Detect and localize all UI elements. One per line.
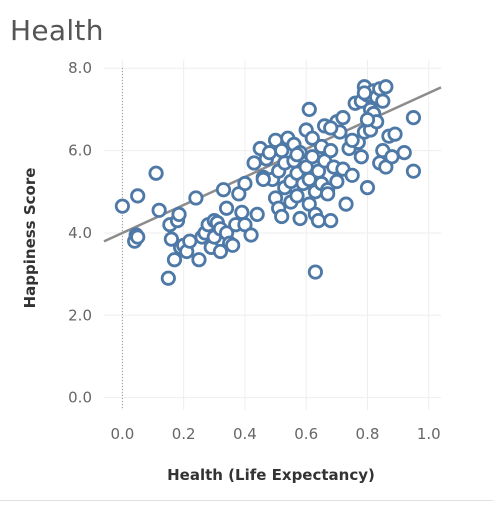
scatter-point-88[interactable]: [335, 110, 351, 126]
scatter-point-16[interactable]: [182, 233, 198, 249]
chart-title: Health: [10, 14, 104, 47]
scatter-point-110[interactable]: [375, 93, 391, 109]
y-tick-label-4: 8.0: [68, 59, 92, 77]
scatter-point-27[interactable]: [212, 243, 229, 260]
scatter-point-117[interactable]: [405, 110, 422, 126]
scatter-point-0[interactable]: [114, 198, 130, 214]
scatter-point-28[interactable]: [215, 182, 232, 198]
scatter-point-50[interactable]: [274, 208, 290, 225]
scatter-point-83[interactable]: [323, 142, 339, 159]
scatter-point-121[interactable]: [344, 132, 360, 148]
scatter-point-12[interactable]: [171, 206, 187, 223]
x-tick-label-0: 0.0: [110, 425, 134, 443]
scatter-point-114[interactable]: [384, 149, 400, 165]
scatter-point-18[interactable]: [191, 252, 207, 268]
scatter-point-62[interactable]: [292, 210, 308, 227]
scatter-point-7[interactable]: [160, 270, 176, 286]
scatter-point-115[interactable]: [387, 126, 403, 142]
scatter-point-123[interactable]: [289, 147, 305, 163]
scatter-point-118[interactable]: [405, 163, 422, 179]
scatter-point-32[interactable]: [225, 237, 241, 253]
scatter-point-4[interactable]: [130, 188, 146, 204]
x-tick-label-5: 1.0: [417, 425, 441, 443]
scatter-point-100[interactable]: [359, 180, 376, 196]
scatter-point-124[interactable]: [255, 171, 271, 188]
tick-labels: 0.0 0.2 0.4 0.6 0.8 1.0 0.0 2.0 4.0 6.0 8.0: [68, 59, 441, 443]
y-tick-label-2: 4.0: [68, 224, 92, 242]
scatter-point-59[interactable]: [289, 188, 305, 204]
scatter-point-112[interactable]: [378, 79, 394, 95]
scatter-point-82[interactable]: [323, 212, 339, 229]
scatter-point-69[interactable]: [304, 149, 320, 165]
x-tick-label-1: 0.2: [172, 425, 196, 443]
y-axis-title: Happiness Score: [21, 168, 39, 309]
footer-divider: [0, 500, 493, 501]
scatter-point-39[interactable]: [246, 155, 262, 171]
scatter-point-75[interactable]: [310, 212, 327, 229]
scatter-point-38[interactable]: [243, 227, 259, 243]
scatter-point-90[interactable]: [338, 196, 354, 212]
scatter-point-9[interactable]: [163, 231, 179, 247]
y-tick-label-3: 6.0: [68, 142, 92, 160]
grid-layer: [104, 60, 441, 410]
scatter-point-5[interactable]: [148, 165, 164, 181]
scatter-point-122[interactable]: [323, 120, 339, 136]
x-tick-label-2: 0.4: [233, 425, 257, 443]
y-tick-label-0: 0.0: [68, 389, 92, 407]
scatter-point-119[interactable]: [356, 85, 373, 101]
scatter-point-120[interactable]: [359, 112, 376, 128]
x-axis-title: Health (Life Expectancy): [167, 466, 375, 484]
scatter-point-96[interactable]: [353, 149, 369, 165]
x-tick-label-3: 0.6: [294, 425, 318, 443]
scatter-point-3[interactable]: [130, 229, 146, 245]
x-tick-label-4: 0.8: [356, 425, 380, 443]
scatter-point-68[interactable]: [301, 101, 317, 118]
scatter-point-10[interactable]: [166, 252, 183, 268]
scatter-point-81[interactable]: [320, 186, 336, 202]
scatter-point-51[interactable]: [274, 142, 290, 159]
y-tick-label-1: 2.0: [68, 306, 92, 324]
scatter-point-17[interactable]: [188, 190, 204, 206]
points-layer: [114, 79, 422, 286]
scatter-point-86[interactable]: [329, 173, 345, 190]
scatter-point-44[interactable]: [261, 145, 278, 161]
scatter-point-40[interactable]: [249, 206, 265, 223]
scatter-point-30[interactable]: [218, 200, 235, 216]
scatter-point-92[interactable]: [344, 167, 360, 183]
scatter-point-6[interactable]: [151, 202, 167, 218]
scatter-point-70[interactable]: [304, 130, 320, 146]
scatter-point-73[interactable]: [307, 264, 323, 280]
scatter-point-35[interactable]: [234, 204, 250, 220]
scatter-point-116[interactable]: [396, 145, 412, 161]
scatter-point-36[interactable]: [237, 175, 253, 192]
